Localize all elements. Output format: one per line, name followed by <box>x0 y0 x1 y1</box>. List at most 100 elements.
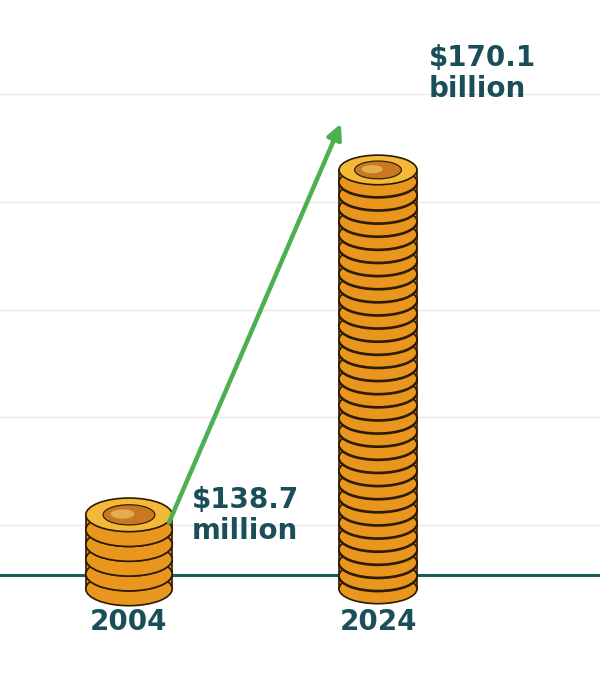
Ellipse shape <box>355 358 401 376</box>
Ellipse shape <box>361 506 383 514</box>
Ellipse shape <box>339 352 417 382</box>
Ellipse shape <box>339 483 417 513</box>
Ellipse shape <box>339 548 417 577</box>
Ellipse shape <box>339 497 417 526</box>
Ellipse shape <box>339 312 417 341</box>
Ellipse shape <box>361 205 383 213</box>
Ellipse shape <box>361 322 383 330</box>
Bar <box>339 302 417 314</box>
Bar <box>339 393 417 405</box>
Ellipse shape <box>355 213 401 232</box>
Ellipse shape <box>339 390 417 420</box>
Ellipse shape <box>339 549 417 579</box>
Ellipse shape <box>339 365 417 394</box>
Bar <box>339 564 417 576</box>
Ellipse shape <box>339 562 417 592</box>
Ellipse shape <box>86 528 172 561</box>
Ellipse shape <box>86 498 172 532</box>
Ellipse shape <box>355 332 401 349</box>
Ellipse shape <box>339 404 417 433</box>
Ellipse shape <box>339 470 417 499</box>
Ellipse shape <box>339 444 417 474</box>
Ellipse shape <box>339 404 417 434</box>
Bar <box>339 248 417 260</box>
Bar <box>339 222 417 235</box>
Ellipse shape <box>339 181 417 211</box>
Ellipse shape <box>339 378 417 407</box>
Ellipse shape <box>339 522 417 552</box>
Bar <box>339 183 417 195</box>
Ellipse shape <box>361 283 383 291</box>
Bar <box>339 314 417 326</box>
Ellipse shape <box>361 415 383 423</box>
Bar <box>339 341 417 353</box>
Bar <box>339 275 417 287</box>
Ellipse shape <box>361 310 383 318</box>
Ellipse shape <box>355 437 401 454</box>
Ellipse shape <box>339 574 417 604</box>
Bar <box>339 446 417 458</box>
Ellipse shape <box>86 513 172 546</box>
Ellipse shape <box>86 557 172 591</box>
Bar <box>339 577 417 589</box>
Ellipse shape <box>355 240 401 258</box>
Ellipse shape <box>339 168 417 198</box>
Ellipse shape <box>86 542 172 576</box>
Bar <box>339 236 417 248</box>
Ellipse shape <box>86 513 172 546</box>
Bar <box>339 170 417 182</box>
Ellipse shape <box>110 539 134 548</box>
Ellipse shape <box>110 569 134 578</box>
Bar <box>86 559 172 574</box>
Ellipse shape <box>361 165 383 173</box>
Ellipse shape <box>339 429 417 459</box>
Ellipse shape <box>339 180 417 210</box>
Bar <box>339 485 417 497</box>
Ellipse shape <box>339 247 417 277</box>
Ellipse shape <box>355 345 401 363</box>
Ellipse shape <box>361 480 383 488</box>
Ellipse shape <box>339 273 417 303</box>
Ellipse shape <box>339 313 417 343</box>
Bar <box>86 544 172 559</box>
Ellipse shape <box>361 231 383 239</box>
Ellipse shape <box>339 456 417 486</box>
Ellipse shape <box>361 467 383 475</box>
Bar <box>339 524 417 536</box>
Ellipse shape <box>339 234 417 263</box>
Ellipse shape <box>355 397 401 415</box>
Ellipse shape <box>355 161 401 179</box>
Ellipse shape <box>355 411 401 428</box>
Ellipse shape <box>339 287 417 316</box>
Ellipse shape <box>339 457 417 487</box>
Ellipse shape <box>361 441 383 449</box>
Ellipse shape <box>86 557 172 591</box>
Ellipse shape <box>86 528 172 561</box>
Bar <box>339 498 417 510</box>
Ellipse shape <box>355 463 401 481</box>
Ellipse shape <box>339 259 417 289</box>
Ellipse shape <box>339 285 417 315</box>
Ellipse shape <box>361 336 383 344</box>
Bar <box>339 288 417 300</box>
Ellipse shape <box>355 450 401 468</box>
Ellipse shape <box>355 174 401 192</box>
Ellipse shape <box>339 260 417 289</box>
Ellipse shape <box>86 572 172 606</box>
Ellipse shape <box>355 528 401 546</box>
Ellipse shape <box>355 489 401 507</box>
Ellipse shape <box>361 493 383 501</box>
Ellipse shape <box>355 318 401 336</box>
Ellipse shape <box>361 375 383 383</box>
Ellipse shape <box>339 561 417 591</box>
Bar <box>339 459 417 471</box>
Ellipse shape <box>339 443 417 472</box>
Ellipse shape <box>355 227 401 244</box>
Ellipse shape <box>361 388 383 396</box>
Ellipse shape <box>103 564 155 584</box>
Ellipse shape <box>103 520 155 540</box>
Bar <box>339 432 417 444</box>
Ellipse shape <box>339 194 417 223</box>
Ellipse shape <box>110 524 134 534</box>
Bar <box>339 262 417 274</box>
